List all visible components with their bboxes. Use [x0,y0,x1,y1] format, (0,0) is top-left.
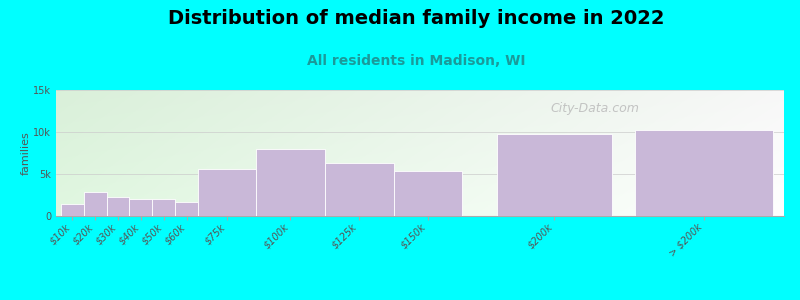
Y-axis label: families: families [20,131,30,175]
Text: City-Data.com: City-Data.com [550,102,639,116]
Bar [497,134,612,216]
Bar [256,149,325,216]
Bar [394,172,462,216]
Bar [153,199,175,216]
Bar [61,204,83,216]
Text: All residents in Madison, WI: All residents in Madison, WI [306,54,526,68]
Bar [106,197,130,216]
Bar [83,193,106,216]
Bar [325,163,394,216]
Bar [130,199,153,216]
Bar [198,169,256,216]
Bar [175,202,198,216]
Bar [634,130,773,216]
Text: Distribution of median family income in 2022: Distribution of median family income in … [168,9,664,28]
